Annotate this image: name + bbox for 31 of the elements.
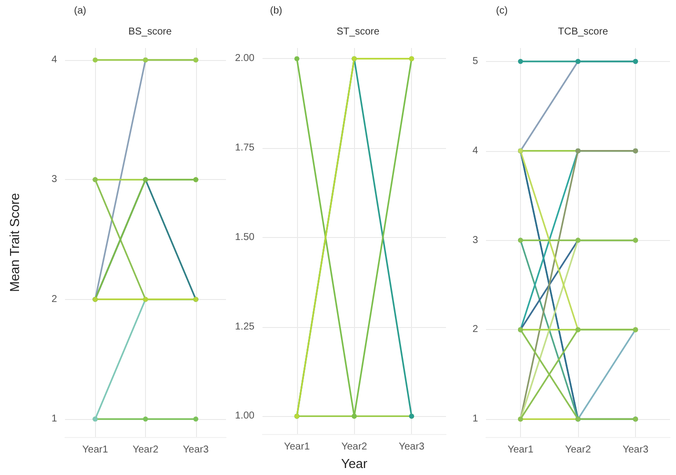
chart-title: ST_score [336,26,380,38]
x-tick-label: Year3 [398,442,425,453]
y-tick-label: 4 [51,54,58,66]
y-tick-label: 1 [51,414,58,425]
x-tick-label: Year2 [132,444,159,456]
x-tick-label: Year3 [182,444,210,456]
x-tick-label: Year2 [341,442,368,453]
chart-title: BS_score [128,26,172,38]
y-tick-label: 2 [472,324,478,336]
y-tick-label: 3 [51,174,58,186]
text: (a) [74,6,86,16]
text: (c) [496,6,508,16]
x-tick-label: Year3 [622,444,649,456]
y-tick-label: 1.50 [234,232,255,243]
x-axis-title: Year [341,456,368,471]
text: (b) [270,6,282,16]
x-tick-label: Year1 [508,444,534,456]
y-tick-label: 1.00 [234,410,255,422]
x-tick-label: Year1 [284,442,310,453]
y-axis-title: Mean Trait Score [7,193,22,292]
y-tick-label: 1.75 [234,142,255,154]
y-tick-label: 4 [472,145,478,156]
y-tick-label: 2 [51,294,58,305]
y-tick-label: 1 [472,414,478,425]
y-tick-label: 2.00 [234,53,255,64]
chart-title: TCB_score [558,26,608,38]
y-tick-label: 3 [472,234,478,246]
x-tick-label: Year2 [565,444,592,456]
y-tick-label: 1.25 [234,321,255,332]
y-tick-label: 5 [472,56,478,67]
x-tick-label: Year1 [82,444,108,456]
